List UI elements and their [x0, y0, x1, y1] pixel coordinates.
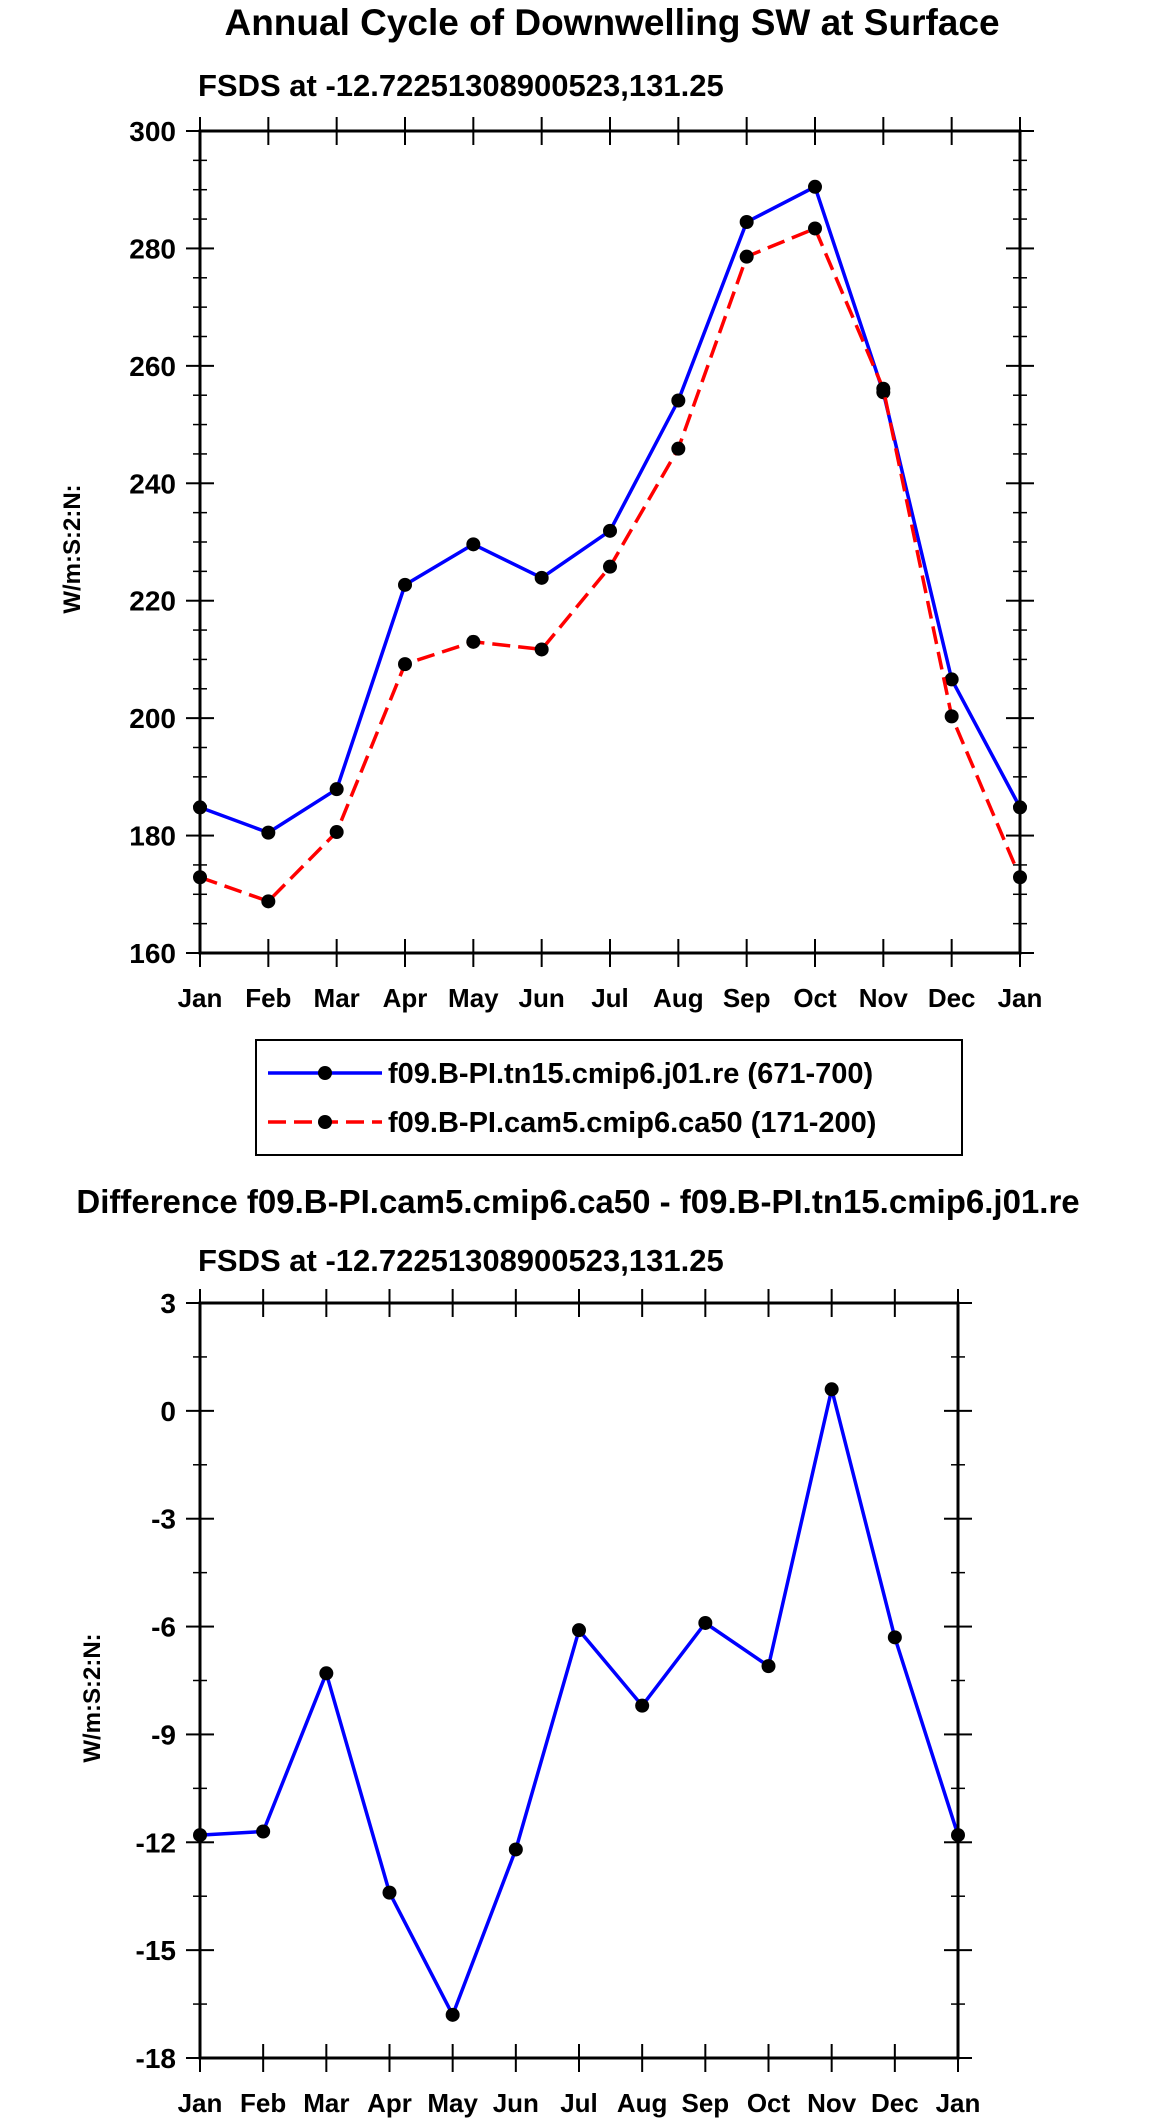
- y-tick-label: -6: [151, 1612, 176, 1643]
- y-tick-label: 220: [129, 586, 176, 617]
- x-tick-label: Nov: [859, 983, 909, 1013]
- x-tick-label: Apr: [367, 2088, 412, 2118]
- data-point: [466, 537, 481, 552]
- axis-ticks: 160 180 200 220 240 260 280 300 Jan Feb Mar Apr May J…: [129, 116, 1042, 1013]
- y-tick-label: -18: [136, 2043, 176, 2074]
- plot-frame: [198, 1301, 960, 2060]
- legend-marker-0: [318, 1066, 332, 1080]
- legend: f09.B-PI.tn15.cmip6.j01.re (671-700) f09…: [255, 1039, 963, 1156]
- data-point: [534, 570, 549, 585]
- x-tick-label: Feb: [240, 2088, 286, 2118]
- legend-box: [255, 1039, 963, 1156]
- data-point: [761, 1659, 776, 1674]
- data-point: [256, 1824, 271, 1839]
- x-tick-label: Feb: [245, 983, 291, 1013]
- x-tick-label: May: [427, 2088, 478, 2118]
- legend-label-1: f09.B-PI.cam5.cmip6.ca50 (171-200): [388, 1107, 876, 1139]
- x-tick-label: Jul: [591, 983, 629, 1013]
- y-tick-label: 160: [129, 938, 176, 969]
- y-tick-label: 3: [160, 1288, 176, 1319]
- y-tick-label: 0: [160, 1396, 176, 1427]
- data-point: [739, 215, 754, 230]
- data-point: [534, 642, 549, 657]
- x-tick-label: Sep: [723, 983, 771, 1013]
- legend-marker-1: [318, 1115, 332, 1129]
- x-tick-label: Apr: [383, 983, 428, 1013]
- data-point: [671, 393, 686, 408]
- y-tick-label: 200: [129, 703, 176, 734]
- data-point: [261, 825, 276, 840]
- data-point: [466, 634, 481, 649]
- data-point: [944, 672, 959, 687]
- data-point: [508, 1842, 523, 1857]
- x-tick-label: Jan: [178, 983, 223, 1013]
- data-point: [635, 1698, 650, 1713]
- chart-title: Annual Cycle of Downwelling SW at Surfac…: [224, 2, 999, 43]
- x-tick-label: Nov: [807, 2088, 857, 2118]
- data-point: [329, 782, 344, 797]
- y-axis-label: W/m:S:2:N:: [79, 1633, 106, 1762]
- data-point: [671, 441, 686, 456]
- x-tick-label: Jun: [519, 983, 565, 1013]
- x-tick-label: Jan: [178, 2088, 223, 2118]
- y-tick-label: -12: [136, 1827, 176, 1858]
- annual-cycle-chart: Annual Cycle of Downwelling SW at Surfac…: [59, 2, 1042, 1156]
- data-point: [382, 1885, 397, 1900]
- x-tick-label: Mar: [303, 2088, 349, 2118]
- y-tick-label: 260: [129, 351, 176, 382]
- chart-subtitle: FSDS at -12.72251308900523,131.25: [198, 68, 724, 103]
- data-point: [698, 1615, 713, 1630]
- data-point: [445, 2007, 460, 2022]
- x-tick-label: Aug: [617, 2088, 668, 2118]
- data-point: [319, 1666, 334, 1681]
- series-group: [193, 179, 1027, 909]
- data-point: [944, 709, 959, 724]
- data-point: [876, 381, 891, 396]
- chart-subtitle: FSDS at -12.72251308900523,131.25: [198, 1243, 724, 1278]
- data-point: [603, 559, 617, 574]
- data-point: [329, 825, 344, 840]
- data-point: [572, 1623, 586, 1638]
- difference-chart: Difference f09.B-PI.cam5.cmip6.ca50 - f0…: [76, 1183, 1079, 2118]
- x-tick-label: Jan: [998, 983, 1043, 1013]
- data-point: [261, 894, 276, 909]
- data-point: [603, 523, 617, 538]
- data-point: [824, 1382, 839, 1397]
- series-group: [193, 1382, 965, 2022]
- chart-title: Difference f09.B-PI.cam5.cmip6.ca50 - f0…: [76, 1183, 1079, 1220]
- data-point: [808, 179, 822, 194]
- x-tick-label: Oct: [793, 983, 837, 1013]
- data-point: [398, 577, 412, 592]
- y-tick-label: 300: [129, 116, 176, 147]
- series-line-0: [199, 1387, 960, 2017]
- data-point: [739, 249, 754, 264]
- axis-ticks: -18 -15 -12 -9 -6 -3 0 3 Jan Feb Mar Apr May Jun Jul Au…: [136, 1288, 981, 2118]
- x-tick-label: Jul: [560, 2088, 598, 2118]
- x-tick-label: Jan: [936, 2088, 981, 2118]
- x-tick-label: Jun: [493, 2088, 539, 2118]
- x-tick-label: Mar: [314, 983, 360, 1013]
- data-point: [808, 221, 822, 236]
- x-tick-label: Oct: [747, 2088, 791, 2118]
- y-tick-label: 280: [129, 233, 176, 264]
- x-tick-label: Sep: [681, 2088, 729, 2118]
- y-tick-label: 180: [129, 821, 176, 852]
- series-line-0: [199, 185, 1022, 835]
- data-point: [887, 1630, 902, 1645]
- y-tick-label: -15: [136, 1935, 176, 1966]
- x-tick-label: Dec: [871, 2088, 919, 2118]
- data-point: [398, 657, 412, 672]
- x-tick-label: May: [448, 983, 499, 1013]
- y-tick-label: -3: [151, 1504, 176, 1535]
- x-tick-label: Dec: [928, 983, 976, 1013]
- legend-label-0: f09.B-PI.tn15.cmip6.j01.re (671-700): [388, 1058, 873, 1090]
- plot-frame: [198, 129, 1022, 955]
- x-tick-label: Aug: [653, 983, 704, 1013]
- y-axis-label: W/m:S:2:N:: [59, 484, 86, 613]
- y-tick-label: -9: [151, 1719, 176, 1750]
- y-tick-label: 240: [129, 468, 176, 499]
